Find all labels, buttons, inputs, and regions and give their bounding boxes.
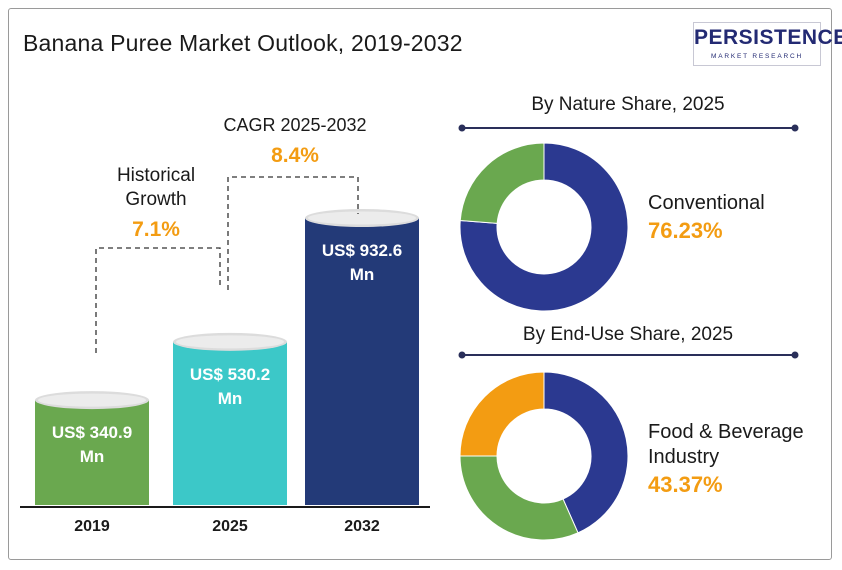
enduse-highlight-value: 43.37% bbox=[648, 472, 723, 497]
bar-data-label-2025-line2: Mn bbox=[218, 389, 243, 408]
bar-category-label-2025: 2025 bbox=[212, 518, 248, 535]
bar-data-label-2032-line1: US$ 932.6 bbox=[322, 241, 402, 260]
brand-logo: PERSISTENCE MARKET RESEARCH bbox=[693, 22, 842, 66]
enduse-divider-dot-left bbox=[458, 351, 466, 359]
bar-top-highlight-2032 bbox=[308, 211, 416, 225]
nature-chart-title: By Nature Share, 2025 bbox=[531, 94, 724, 115]
historical-growth-connector bbox=[95, 247, 221, 353]
donut1-slice-1 bbox=[459, 142, 629, 312]
bar-category-label-2019: 2019 bbox=[74, 518, 110, 535]
bar-2032 bbox=[305, 218, 419, 505]
enduse-chart-title: By End-Use Share, 2025 bbox=[523, 324, 733, 345]
nature-highlight-label: Conventional bbox=[648, 192, 765, 214]
logo-name: PERSISTENCE bbox=[694, 26, 842, 49]
bar-data-label-2032-line2: Mn bbox=[350, 265, 375, 284]
donut2-slice-3 bbox=[459, 371, 545, 457]
bar-2025 bbox=[173, 341, 287, 505]
donut2-slice-1 bbox=[543, 371, 629, 534]
historical-label-line1: Historical bbox=[117, 165, 195, 186]
bar-category-label-2032: 2032 bbox=[344, 518, 380, 535]
bar-data-label-2019-line1: US$ 340.9 bbox=[52, 423, 132, 442]
nature-divider-dot-right bbox=[791, 124, 799, 132]
bar-top-highlight-2025 bbox=[176, 335, 284, 349]
donut1-slice-2 bbox=[459, 142, 545, 224]
outer-frame bbox=[8, 8, 832, 560]
enduse-donut bbox=[459, 371, 629, 541]
enduse-highlight-label-line2: Industry bbox=[648, 446, 719, 468]
bar-data-labels: US$ 340.9 Mn US$ 530.2 Mn US$ 932.6 Mn bbox=[52, 241, 402, 466]
historical-growth-value: 7.1% bbox=[132, 218, 180, 241]
bar-2019 bbox=[35, 400, 149, 505]
bar-category-labels: 2019 2025 2032 bbox=[74, 518, 380, 535]
logo-tagline: MARKET RESEARCH bbox=[711, 53, 803, 60]
bar-top-highlight-2019 bbox=[38, 393, 146, 407]
nature-donut bbox=[459, 142, 629, 312]
cagr-connector bbox=[227, 176, 359, 290]
nature-divider-dot-left bbox=[458, 124, 466, 132]
cagr-label: CAGR 2025-2032 bbox=[223, 115, 366, 135]
cagr-value: 8.4% bbox=[271, 144, 319, 167]
donut2-slice-2 bbox=[459, 455, 579, 541]
enduse-highlight-label-line1: Food & Beverage bbox=[648, 421, 804, 443]
bar-group bbox=[35, 209, 419, 505]
bar-data-label-2025-line1: US$ 530.2 bbox=[190, 365, 270, 384]
enduse-divider-dot-right bbox=[791, 351, 799, 359]
page-title: Banana Puree Market Outlook, 2019-2032 bbox=[23, 30, 463, 56]
nature-highlight-value: 76.23% bbox=[648, 218, 723, 243]
historical-label-line2: Growth bbox=[125, 189, 186, 210]
bar-data-label-2019-line2: Mn bbox=[80, 447, 105, 466]
